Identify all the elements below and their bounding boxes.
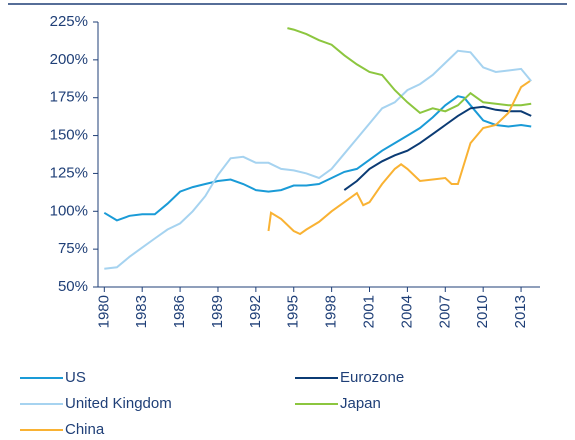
series-line — [104, 49, 532, 270]
legend-label: United Kingdom — [65, 395, 172, 412]
x-tick-label: 1986 — [171, 295, 188, 328]
y-tick-label: 150% — [50, 127, 88, 144]
x-tick-label: 2013 — [512, 295, 529, 328]
y-tick-label: 200% — [50, 51, 88, 68]
x-tick-label: 1998 — [323, 295, 340, 328]
x-tick-label: 2010 — [474, 295, 491, 328]
y-tick-label: 225% — [50, 13, 88, 30]
x-tick-label: 1989 — [209, 295, 226, 328]
legend-label: Eurozone — [340, 369, 404, 386]
y-tick-label: 75% — [58, 240, 88, 257]
series-line — [267, 80, 531, 236]
x-tick-label: 2007 — [436, 295, 453, 328]
x-tick-label: 1983 — [133, 295, 150, 328]
legend-label: Japan — [340, 395, 381, 412]
x-tick-label: 1980 — [95, 295, 112, 328]
x-tick-label: 1995 — [285, 295, 302, 328]
x-tick-label: 2001 — [360, 295, 377, 328]
y-tick-label: 100% — [50, 202, 88, 219]
y-tick-label: 50% — [58, 278, 88, 295]
x-tick-label: 2004 — [398, 295, 415, 328]
legend-label: China — [65, 421, 105, 438]
series-line — [343, 105, 532, 191]
x-tick-label: 1992 — [247, 295, 264, 328]
y-tick-label: 125% — [50, 164, 88, 181]
series-line — [103, 95, 532, 222]
legend-label: US — [65, 369, 86, 386]
series-line — [287, 27, 532, 115]
y-tick-label: 175% — [50, 89, 88, 106]
